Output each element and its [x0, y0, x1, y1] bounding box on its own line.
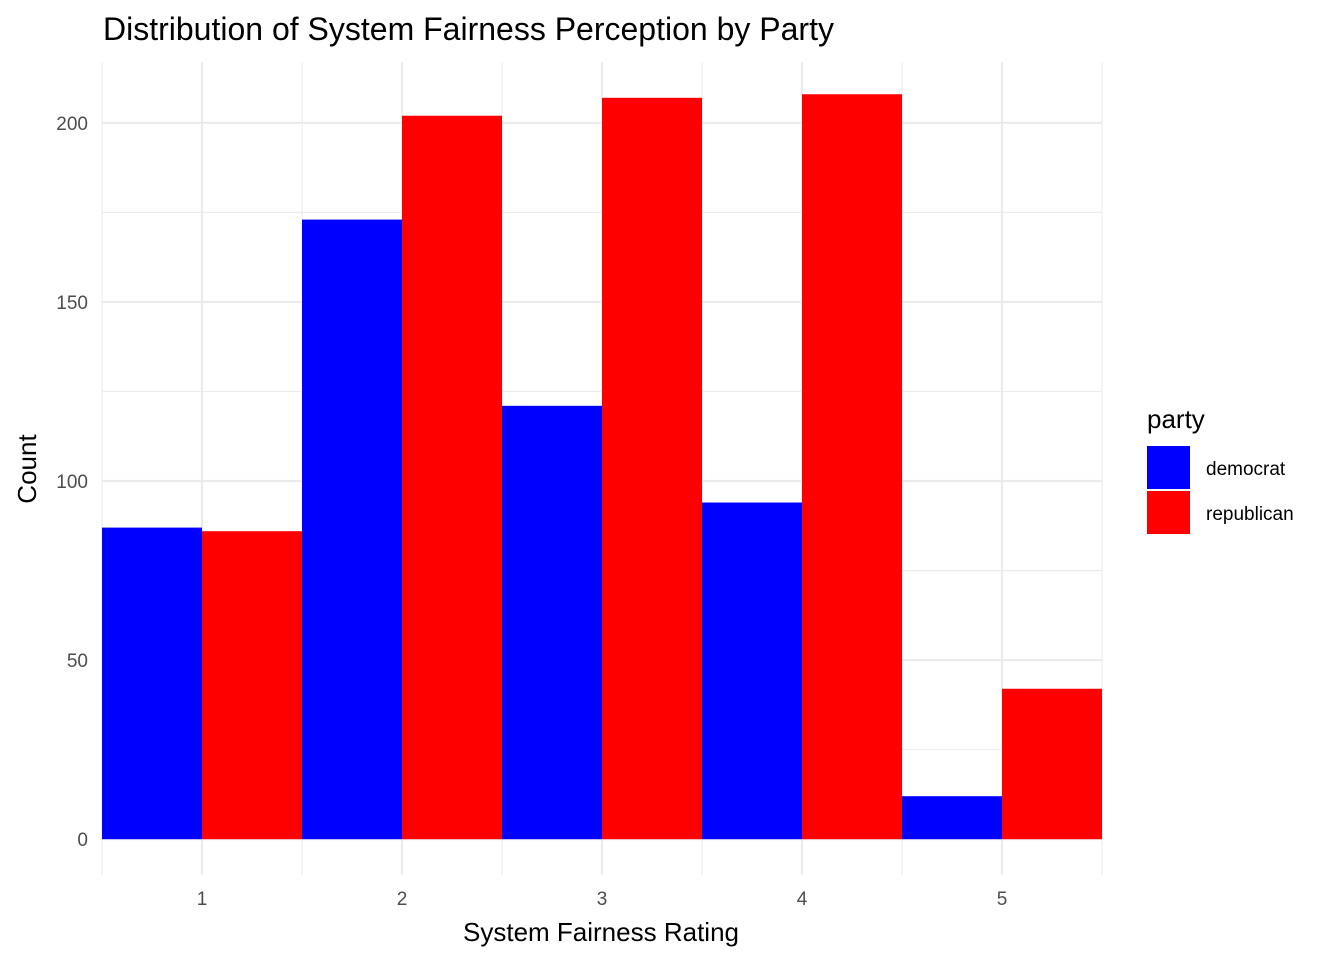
x-tick-label: 5 — [997, 889, 1008, 910]
bar-democrat-2 — [302, 219, 402, 840]
bar-republican-5 — [1002, 688, 1102, 840]
legend: party democrat republican — [1147, 404, 1294, 534]
legend-label-democrat: democrat — [1206, 459, 1286, 480]
y-axis-title: Count — [12, 434, 42, 504]
y-tick-labels: 0 50 100 150 200 — [56, 114, 88, 851]
y-tick-label: 150 — [56, 293, 88, 314]
y-tick-label: 50 — [67, 651, 88, 672]
legend-key-republican — [1147, 491, 1190, 534]
y-tick-label: 200 — [56, 114, 88, 135]
x-axis-title: System Fairness Rating — [463, 917, 739, 947]
y-tick-label: 100 — [56, 472, 88, 493]
x-tick-label: 3 — [597, 889, 608, 910]
bars — [102, 94, 1102, 840]
bar-republican-2 — [402, 115, 502, 840]
bar-republican-3 — [602, 97, 702, 840]
bar-republican-4 — [802, 94, 902, 840]
x-tick-label: 2 — [397, 889, 408, 910]
bar-democrat-4 — [702, 502, 802, 840]
x-tick-label: 4 — [797, 889, 808, 910]
legend-key-democrat — [1147, 446, 1190, 489]
y-tick-label: 0 — [77, 830, 88, 851]
legend-items: democrat republican — [1147, 446, 1294, 534]
x-tick-label: 1 — [197, 889, 208, 910]
x-tick-labels: 1 2 3 4 5 — [197, 889, 1008, 910]
legend-title: party — [1147, 404, 1205, 434]
bar-democrat-5 — [902, 796, 1002, 840]
chart-title: Distribution of System Fairness Percepti… — [103, 11, 834, 47]
legend-label-republican: republican — [1206, 504, 1294, 525]
bar-republican-1 — [202, 531, 302, 840]
bar-democrat-3 — [502, 405, 602, 840]
bar-democrat-1 — [102, 527, 202, 840]
